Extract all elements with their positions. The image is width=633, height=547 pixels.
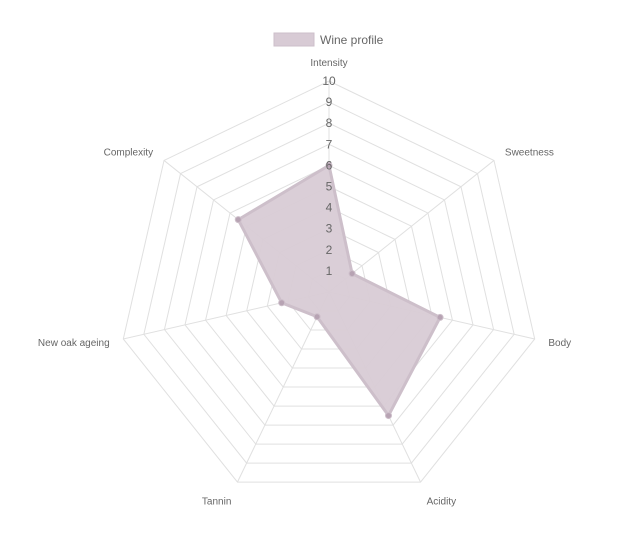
tick-label-10: 10 (322, 74, 336, 88)
axis-label-tannin: Tannin (202, 497, 231, 508)
angle-line-4 (237, 291, 330, 483)
tick-label-7: 7 (326, 137, 333, 151)
axis-label-body: Body (548, 338, 571, 349)
tick-label-4: 4 (326, 201, 333, 215)
grid-ring-6 (205, 164, 453, 407)
tick-label-1: 1 (326, 264, 333, 278)
legend-swatch-wine-profile[interactable] (273, 32, 315, 47)
data-point-new-oak-ageing[interactable] (278, 299, 286, 307)
axis-label-intensity: Intensity (310, 58, 347, 69)
chart-legend[interactable]: Wine profile (273, 32, 384, 47)
grid-ring-10 (122, 80, 536, 483)
tick-label-3: 3 (326, 222, 333, 236)
axis-label-new-oak-ageing: New oak ageing (38, 338, 110, 349)
data-point-tannin[interactable] (313, 313, 321, 321)
grid-ring-5 (225, 185, 433, 388)
axis-label-complexity: Complexity (104, 148, 153, 159)
data-point-body[interactable] (436, 313, 444, 321)
angle-line-1 (328, 160, 495, 293)
radar-axis-labels: Intensity Sweetness Body Acidity Tannin New o… (38, 58, 571, 508)
grid-ring-9 (143, 101, 515, 464)
tick-label-5: 5 (326, 180, 333, 194)
tick-label-2: 2 (326, 243, 333, 257)
data-point-sweetness[interactable] (348, 270, 356, 278)
radar-tick-labels: 1 2 3 4 5 6 7 8 9 10 (322, 74, 336, 278)
tick-label-6: 6 (326, 158, 333, 172)
radar-series (234, 161, 444, 420)
data-point-acidity[interactable] (385, 412, 393, 420)
data-point-complexity[interactable] (234, 216, 242, 224)
axis-label-acidity: Acidity (427, 497, 456, 508)
grid-ring-8 (163, 122, 495, 445)
tick-label-9: 9 (326, 95, 333, 109)
grid-ring-7 (184, 143, 474, 426)
tick-label-8: 8 (326, 116, 333, 130)
series-area-wine-profile (236, 163, 443, 419)
axis-label-sweetness: Sweetness (505, 148, 554, 159)
legend-label-wine-profile[interactable]: Wine profile (320, 33, 384, 47)
data-point-intensity[interactable] (325, 161, 333, 169)
